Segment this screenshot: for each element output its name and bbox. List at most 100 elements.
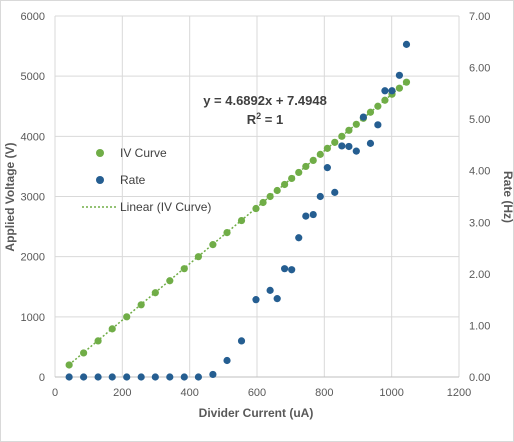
- point-rate: [288, 266, 295, 273]
- legend-label-trendline: Linear (IV Curve): [120, 200, 211, 214]
- y-tick-label: 3000: [21, 192, 45, 204]
- point-rate: [381, 87, 388, 94]
- y2-tick-label: 5.00: [469, 114, 490, 126]
- point-iv-curve: [66, 361, 73, 368]
- point-rate: [317, 193, 324, 200]
- point-rate: [267, 287, 274, 294]
- point-rate: [331, 189, 338, 196]
- x-tick-label: 1200: [447, 387, 471, 399]
- point-rate: [374, 121, 381, 128]
- point-iv-curve: [302, 163, 309, 170]
- point-iv-curve: [374, 103, 381, 110]
- point-iv-curve: [381, 97, 388, 104]
- y-tick-label: 5000: [21, 71, 45, 83]
- point-rate: [252, 296, 259, 303]
- y-tick-label: 6000: [21, 11, 45, 23]
- point-iv-curve: [252, 205, 259, 212]
- y-axis-title: Applied Voltage (V): [3, 142, 17, 251]
- trendline-equation: y = 4.6892x + 7.4948: [203, 93, 327, 108]
- x-tick-label: 600: [248, 387, 266, 399]
- point-rate: [367, 140, 374, 147]
- point-iv-curve: [195, 253, 202, 260]
- point-rate: [310, 211, 317, 218]
- y2-tick-label: 7.00: [469, 11, 490, 23]
- point-iv-curve: [288, 175, 295, 182]
- y2-axis-title: Rate (Hz): [501, 171, 514, 223]
- y2-tick-label: 3.00: [469, 217, 490, 229]
- point-rate: [123, 373, 130, 380]
- point-rate: [66, 373, 73, 380]
- point-iv-curve: [123, 313, 130, 320]
- x-tick-label: 800: [315, 387, 333, 399]
- x-axis-title: Divider Current (uA): [199, 406, 314, 420]
- y-tick-label: 0: [39, 372, 45, 384]
- point-rate: [238, 337, 245, 344]
- y2-tick-label: 1.00: [469, 320, 490, 332]
- point-iv-curve: [138, 301, 145, 308]
- point-iv-curve: [331, 139, 338, 146]
- y-tick-label: 2000: [21, 252, 45, 264]
- point-rate: [80, 373, 87, 380]
- point-iv-curve: [403, 79, 410, 86]
- point-rate: [396, 72, 403, 79]
- point-iv-curve: [80, 349, 87, 356]
- point-iv-curve: [259, 199, 266, 206]
- point-iv-curve: [223, 229, 230, 236]
- legend-marker-rate: [96, 176, 104, 184]
- legend-marker-iv-curve: [96, 149, 104, 157]
- point-iv-curve: [317, 151, 324, 158]
- point-rate: [295, 234, 302, 241]
- point-iv-curve: [109, 325, 116, 332]
- point-rate: [338, 142, 345, 149]
- point-rate: [345, 143, 352, 150]
- gridlines: [55, 16, 459, 377]
- point-rate: [138, 373, 145, 380]
- point-rate: [152, 373, 159, 380]
- point-rate: [109, 373, 116, 380]
- x-tick-label: 200: [113, 387, 131, 399]
- point-rate: [181, 373, 188, 380]
- point-rate: [274, 295, 281, 302]
- point-iv-curve: [338, 133, 345, 140]
- point-iv-curve: [267, 193, 274, 200]
- legend-label-iv-curve: IV Curve: [120, 146, 167, 160]
- point-rate: [94, 373, 101, 380]
- data-marks: [66, 41, 411, 381]
- legend-label-rate: Rate: [120, 173, 146, 187]
- point-iv-curve: [396, 85, 403, 92]
- point-iv-curve: [324, 145, 331, 152]
- x-tick-label: 1000: [379, 387, 403, 399]
- point-iv-curve: [274, 187, 281, 194]
- point-rate: [360, 113, 367, 120]
- point-iv-curve: [353, 121, 360, 128]
- point-rate: [195, 373, 202, 380]
- y2-tick-label: 6.00: [469, 63, 490, 75]
- point-rate: [209, 371, 216, 378]
- point-rate: [353, 148, 360, 155]
- point-iv-curve: [310, 157, 317, 164]
- point-iv-curve: [281, 181, 288, 188]
- point-iv-curve: [209, 241, 216, 248]
- point-rate: [302, 212, 309, 219]
- y2-tick-label: 2.00: [469, 269, 490, 281]
- point-rate: [403, 41, 410, 48]
- point-iv-curve: [166, 277, 173, 284]
- point-iv-curve: [94, 337, 101, 344]
- y2-tick-label: 4.00: [469, 166, 490, 178]
- point-rate: [166, 373, 173, 380]
- y-tick-label: 1000: [21, 312, 45, 324]
- x-tick-label: 0: [52, 387, 58, 399]
- y2-tick-label: 0.00: [469, 372, 490, 384]
- point-iv-curve: [345, 127, 352, 134]
- point-rate: [223, 357, 230, 364]
- point-iv-curve: [367, 109, 374, 116]
- x-tick-label: 400: [180, 387, 198, 399]
- point-iv-curve: [152, 289, 159, 296]
- legend: IV Curve Rate Linear (IV Curve): [82, 146, 211, 214]
- point-rate: [324, 164, 331, 171]
- point-rate: [388, 87, 395, 94]
- point-iv-curve: [238, 217, 245, 224]
- y-tick-label: 4000: [21, 131, 45, 143]
- point-iv-curve: [295, 169, 302, 176]
